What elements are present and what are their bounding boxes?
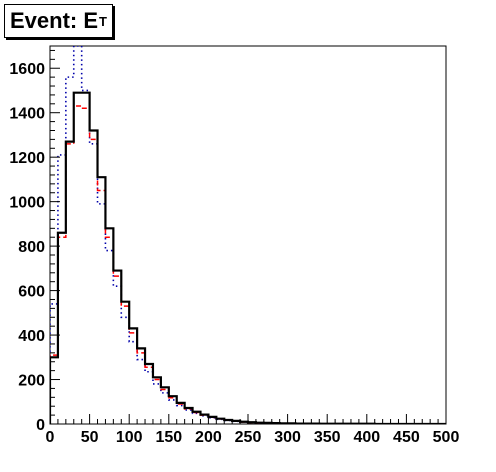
y-tick-label: 600 [18, 284, 45, 301]
y-tick-label: 1000 [9, 195, 45, 212]
y-tick-label: 1600 [9, 61, 45, 78]
x-tick-label: 300 [274, 429, 301, 446]
chart-title-subscript: T [99, 13, 107, 29]
x-tick-label: 400 [353, 429, 380, 446]
x-tick-label: 50 [81, 429, 99, 446]
y-tick-label: 400 [18, 328, 45, 345]
x-tick-label: 200 [195, 429, 222, 446]
axes: 0 50 100 150 200 250 300 350 400 450 500 0 200 400 600… [9, 49, 460, 446]
x-tick-label: 0 [46, 429, 55, 446]
y-tick-label: 0 [36, 417, 45, 434]
x-tick-label: 350 [314, 429, 341, 446]
y-tick-label: 1400 [9, 106, 45, 123]
x-tick-label: 150 [155, 429, 182, 446]
y-tick-label: 800 [18, 239, 45, 256]
x-tick-label: 450 [393, 429, 420, 446]
y-tick-label: 200 [18, 373, 45, 390]
x-tick-label: 500 [433, 429, 460, 446]
chart-title: Event: E [10, 8, 99, 33]
x-tick-label: 100 [116, 429, 143, 446]
histogram-series-solid [50, 91, 446, 424]
plot-frame [49, 45, 447, 425]
x-tick-label: 250 [235, 429, 262, 446]
y-tick-label: 1200 [9, 150, 45, 167]
